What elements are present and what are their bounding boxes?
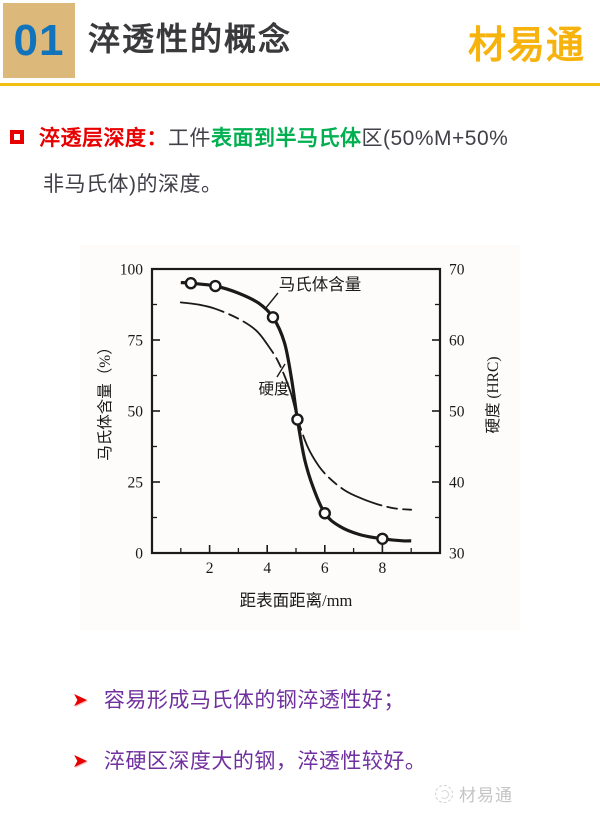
section-number-box: 01 <box>3 3 75 78</box>
svg-text:6: 6 <box>321 560 329 577</box>
page-title: 淬透性的概念 <box>88 21 293 57</box>
square-bullet-icon <box>10 130 24 144</box>
definition-line-2: 非马氏体)的深度。 <box>10 170 592 199</box>
svg-text:60: 60 <box>449 333 465 350</box>
section-number: 01 <box>13 15 65 65</box>
definition-highlight: 表面到半马氏体 <box>211 127 362 150</box>
watermark-text: 材易通 <box>459 786 513 805</box>
svg-text:4: 4 <box>263 560 271 577</box>
definition-segment: 非马氏体)的深度。 <box>43 173 223 196</box>
brand-logo-text: 材易通 <box>468 25 586 67</box>
svg-text:30: 30 <box>449 546 465 563</box>
svg-text:40: 40 <box>449 475 465 492</box>
svg-text:8: 8 <box>379 560 387 577</box>
hardenability-chart: 0 25 50 75 100 30 40 50 60 70 2 4 6 8 马氏体含量硬度 马氏体含量（%） 硬… <box>80 245 520 630</box>
definition-block: 淬透层深度：工件表面到半马氏体区(50%M+50% 非马氏体)的深度。 <box>10 124 592 199</box>
definition-segment: 工件 <box>168 127 211 150</box>
svg-text:马氏体含量: 马氏体含量 <box>279 275 362 294</box>
svg-text:2: 2 <box>206 560 214 577</box>
watermark-logo-icon <box>435 784 453 803</box>
svg-text:0: 0 <box>135 546 143 563</box>
svg-text:马氏体含量（%）: 马氏体含量（%） <box>96 339 114 460</box>
svg-text:50: 50 <box>128 404 144 421</box>
watermark: 材易通 <box>435 781 513 806</box>
definition-segment: 区(50%M+50% <box>361 127 509 150</box>
point-text: 淬硬区深度大的钢，淬透性较好。 <box>103 750 427 773</box>
svg-text:75: 75 <box>128 333 144 350</box>
list-item: ➤ 容易形成马氏体的钢淬透性好； <box>72 687 426 714</box>
svg-text:硬度: 硬度 <box>258 380 289 398</box>
svg-text:50: 50 <box>449 404 465 421</box>
list-item: ➤ 淬硬区深度大的钢，淬透性较好。 <box>72 748 426 775</box>
header-divider <box>0 83 600 86</box>
svg-text:70: 70 <box>449 262 465 279</box>
point-text: 容易形成马氏体的钢淬透性好； <box>103 689 405 712</box>
definition-line-1: 淬透层深度：工件表面到半马氏体区(50%M+50% <box>10 124 592 153</box>
key-points-list: ➤ 容易形成马氏体的钢淬透性好； ➤ 淬硬区深度大的钢，淬透性较好。 <box>72 687 426 809</box>
definition-term: 淬透层深度： <box>39 127 168 150</box>
svg-text:100: 100 <box>120 262 144 279</box>
svg-text:距表面距离/mm: 距表面距离/mm <box>240 591 353 610</box>
arrow-bullet-icon: ➤ <box>72 751 88 772</box>
arrow-bullet-icon: ➤ <box>72 690 88 711</box>
definition-text: 淬透层深度：工件表面到半马氏体区(50%M+50% <box>39 124 508 153</box>
svg-text:25: 25 <box>128 475 144 492</box>
svg-text:硬度 (HRC): 硬度 (HRC) <box>484 356 502 433</box>
